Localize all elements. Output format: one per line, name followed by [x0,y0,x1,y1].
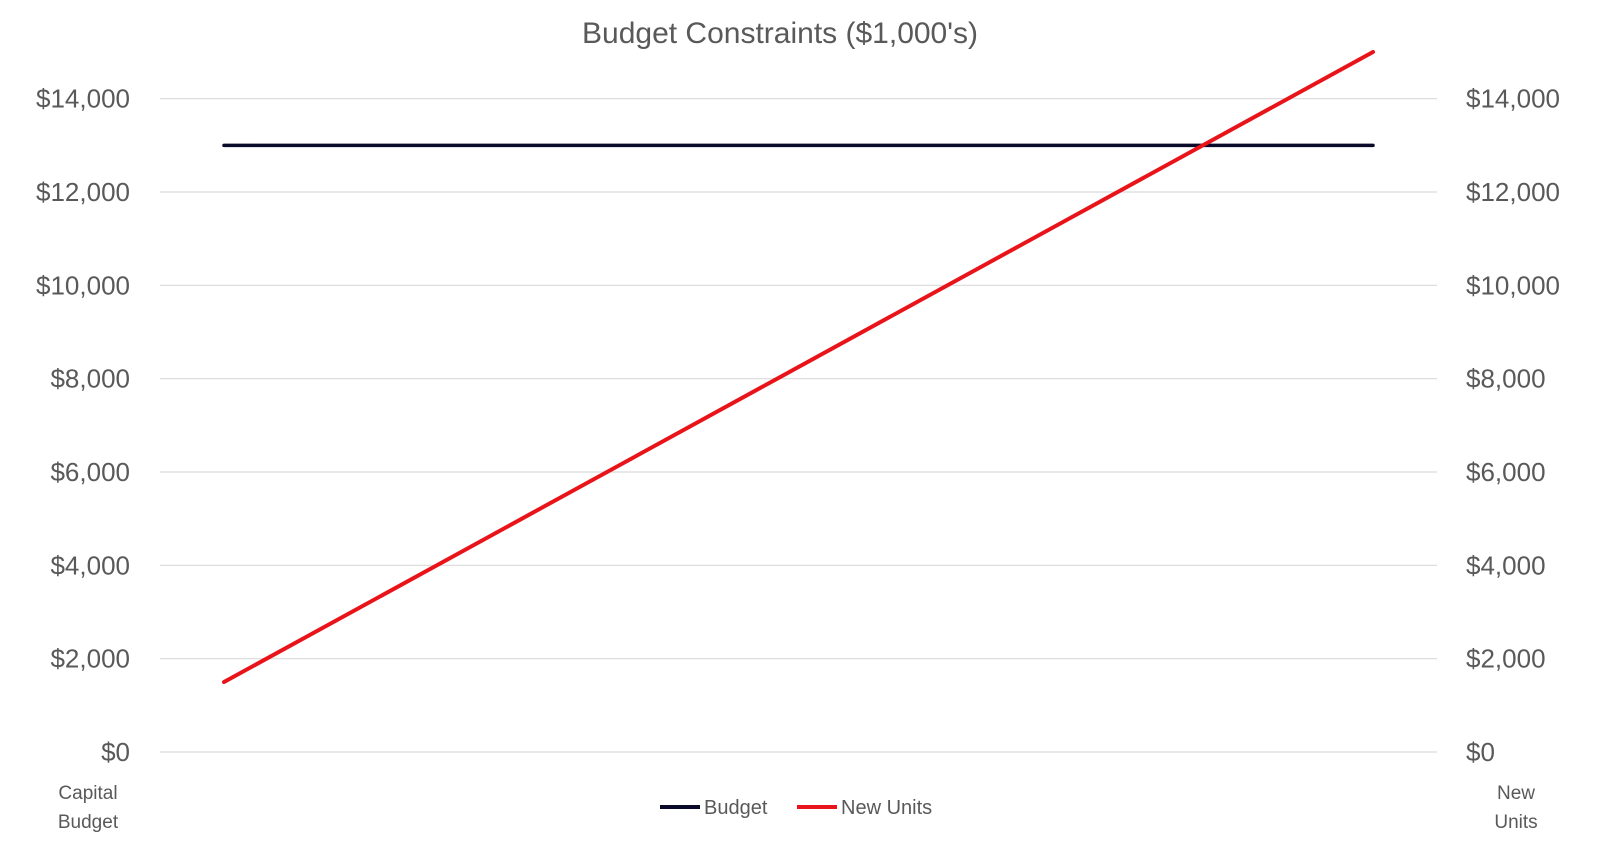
right-y-tick-label: $0 [1466,737,1495,767]
right-y-tick-label: $14,000 [1466,84,1560,114]
right-y-tick-label: $10,000 [1466,270,1560,300]
left-y-tick-label: $12,000 [36,177,130,207]
legend-label-new-units: New Units [841,797,932,819]
right-y-axis-ticks: $0 $2,000 $4,000 $6,000 $8,000 $10,000 $12,000… [1466,84,1560,767]
left-y-tick-label: $6,000 [50,457,130,487]
left-y-tick-label: $4,000 [50,550,130,580]
gridlines [160,98,1437,753]
left-y-tick-label: $10,000 [36,270,130,300]
right-y-tick-label: $12,000 [1466,177,1560,207]
left-y-tick-label: $0 [101,737,130,767]
left-axis-label-line-2: Budget [58,812,119,833]
right-axis-label-line-1: New [1497,783,1535,804]
left-y-axis-ticks: $0 $2,000 $4,000 $6,000 $8,000 $10,000 $12,000… [36,84,130,767]
series-lines [222,50,1375,684]
right-y-tick-label: $8,000 [1466,364,1546,394]
legend-label-budget: Budget [704,797,768,819]
series-line-new-units [222,50,1375,684]
left-y-tick-label: $14,000 [36,84,130,114]
chart-title: Budget Constraints ($1,000's) [582,17,978,50]
left-axis-label-line-1: Capital [58,783,117,804]
left-y-tick-label: $8,000 [50,364,130,394]
left-y-tick-label: $2,000 [50,644,130,674]
right-y-tick-label: $2,000 [1466,644,1546,674]
right-y-tick-label: $4,000 [1466,550,1546,580]
right-y-tick-label: $6,000 [1466,457,1546,487]
legend: Budget New Units [660,797,932,819]
right-axis-label-line-2: Units [1494,812,1537,833]
